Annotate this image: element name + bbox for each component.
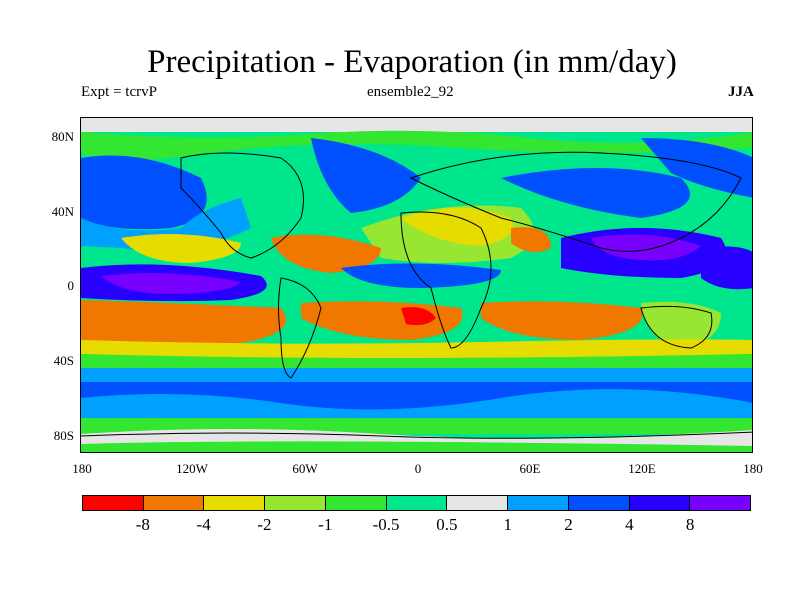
colorbar-segment [204, 496, 266, 510]
coast-eurasia [409, 151, 742, 252]
southern-ocean-light-2 [81, 389, 752, 418]
colorbar-segment [508, 496, 569, 510]
siberia-wet [641, 138, 752, 198]
colorbar-segment [83, 496, 144, 510]
coast-australia [640, 305, 713, 349]
antarctic-green [81, 441, 752, 452]
colorbar-label: -1 [318, 515, 333, 534]
coast-africa [400, 211, 492, 349]
lon-label-60e: 60E [519, 461, 541, 476]
colorbar-segment [325, 496, 387, 510]
itcz-africa [341, 263, 501, 288]
colorbar-label: -8 [135, 515, 150, 534]
lon-label-180w: 180 [72, 461, 92, 476]
colorbar-segment [143, 496, 205, 510]
southern-ocean-light [81, 368, 752, 382]
colorbar [82, 495, 751, 511]
north-atlantic-wet [311, 138, 421, 213]
west-pacific-wet [701, 246, 752, 290]
coast-south-america [278, 277, 322, 379]
lat-label-80s: 80S [53, 428, 74, 443]
chart-title: Precipitation - Evaporation (in mm/day) [147, 44, 677, 80]
lat-label-40s: 40S [53, 353, 74, 368]
monsoon-asia-core [591, 234, 701, 261]
map-field [81, 118, 752, 452]
lon-label-60w: 60W [292, 461, 318, 476]
south-green-band [81, 354, 752, 371]
arctic-band [81, 118, 752, 132]
ensemble-label: ensemble2_92 [367, 84, 454, 100]
lon-label-180e: 180 [743, 461, 763, 476]
pacific-dry-north [121, 234, 241, 263]
colorbar-segment [386, 496, 448, 510]
colorbar-label: -4 [196, 515, 211, 534]
lat-label-80n: 80N [51, 129, 74, 144]
colorbar-segment [265, 496, 326, 510]
colorbar-label: -0.5 [372, 515, 400, 534]
australia-green [641, 301, 721, 346]
coastlines [81, 151, 752, 439]
colorbar-label: -2 [257, 515, 272, 534]
indian-ocean-dry [481, 301, 643, 340]
colorbar-segment [690, 496, 751, 510]
colorbar-segment [568, 496, 630, 510]
experiment-label: Expt = tcrvP [81, 84, 157, 100]
north-pacific-wet [81, 155, 207, 230]
south-pacific-dry [81, 300, 286, 344]
lon-label-0: 0 [414, 461, 422, 476]
coast-north-america [180, 152, 304, 259]
colorbar-label: 4 [625, 515, 634, 534]
lon-label-120e: 120E [628, 461, 656, 476]
colorbar-label: 8 [685, 515, 695, 534]
colorbar-segment [447, 496, 509, 510]
lat-label-40n: 40N [51, 204, 74, 219]
itcz-pacific-core [101, 273, 241, 294]
south-atlantic-red [401, 307, 436, 326]
pme-map [80, 117, 753, 453]
atlantic-dry-north [271, 234, 381, 273]
colorbar-label: 0.5 [436, 515, 458, 534]
colorbar-segment [629, 496, 691, 510]
arctic-green [81, 130, 752, 161]
season-label: JJA [728, 84, 754, 100]
lat-label-0: 0 [67, 278, 75, 293]
lon-label-120w: 120W [176, 461, 208, 476]
colorbar-label: 2 [564, 515, 573, 534]
eurasia-wet [501, 168, 690, 218]
south-yellow-band [81, 339, 752, 358]
arabia-orange [511, 227, 551, 252]
colorbar-label: 1 [503, 515, 512, 534]
coast-antarctica [81, 431, 752, 439]
